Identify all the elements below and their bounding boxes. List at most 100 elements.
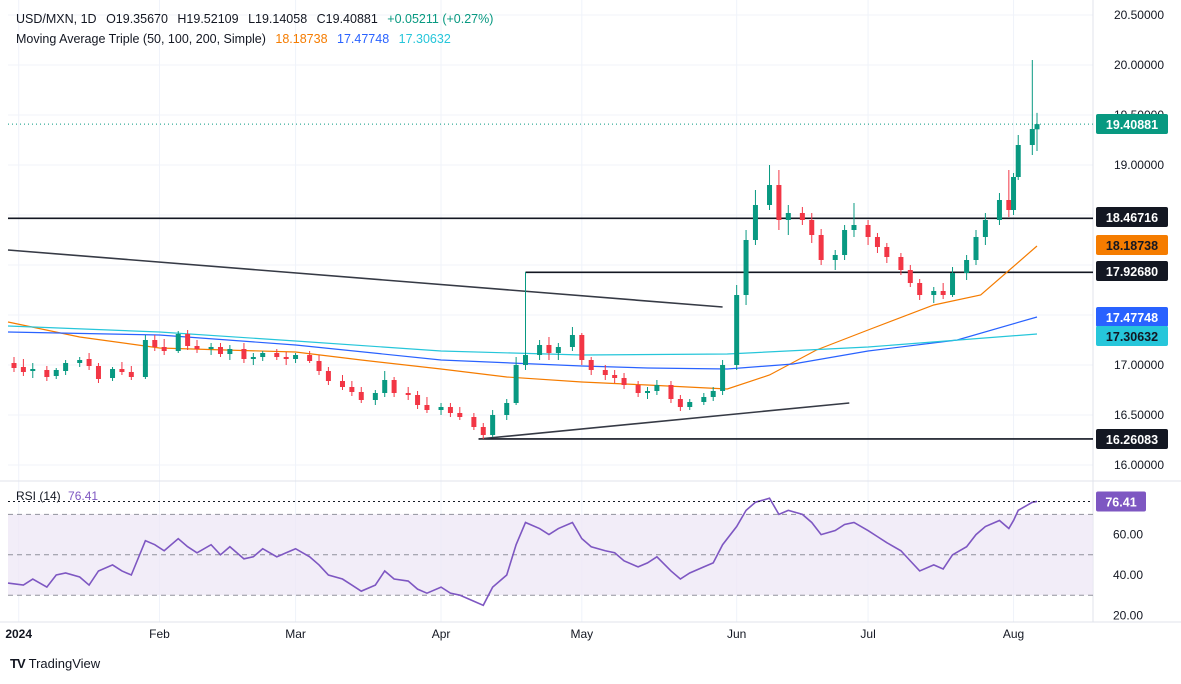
candle[interactable] (415, 391, 421, 409)
candle[interactable] (602, 365, 608, 380)
candle[interactable] (654, 380, 660, 395)
candle[interactable] (447, 403, 453, 417)
candle[interactable] (555, 343, 561, 360)
candle[interactable] (283, 352, 289, 365)
candle[interactable] (734, 285, 740, 370)
candle[interactable] (898, 253, 904, 275)
candle[interactable] (907, 265, 913, 287)
candle[interactable] (701, 393, 707, 405)
candle[interactable] (752, 190, 758, 245)
candle[interactable] (546, 337, 552, 360)
candle[interactable] (818, 229, 824, 265)
candle[interactable] (274, 349, 280, 360)
candle[interactable] (217, 343, 223, 357)
candle[interactable] (950, 267, 956, 297)
candle[interactable] (11, 357, 17, 372)
candle[interactable] (490, 410, 496, 437)
candle[interactable] (874, 233, 880, 253)
candle[interactable] (142, 335, 148, 379)
candle[interactable] (964, 255, 970, 280)
candle[interactable] (917, 279, 923, 300)
price-label-line[interactable]: 18.46716 (1096, 207, 1168, 227)
candle[interactable] (161, 339, 167, 355)
candle[interactable] (687, 399, 693, 410)
candle[interactable] (931, 287, 937, 303)
candle[interactable] (973, 230, 979, 265)
candle[interactable] (316, 355, 322, 375)
tradingview-brand[interactable]: TV TradingView (10, 656, 100, 671)
candle[interactable] (743, 230, 749, 305)
candle[interactable] (776, 170, 782, 230)
price-label-line[interactable]: 17.92680 (1096, 261, 1168, 281)
candle[interactable] (1029, 60, 1035, 155)
candle[interactable] (349, 381, 355, 396)
candle[interactable] (1034, 112, 1040, 151)
price-label-last[interactable]: 19.40881 (1096, 114, 1168, 134)
price-label-ma50[interactable]: 18.18738 (1096, 235, 1168, 255)
candle[interactable] (480, 423, 486, 439)
candle[interactable] (471, 413, 477, 430)
candle[interactable] (832, 250, 838, 270)
price-label-line[interactable]: 16.26083 (1096, 429, 1168, 449)
candle[interactable] (20, 359, 26, 376)
trendline-2[interactable] (478, 402, 850, 440)
candle[interactable] (358, 387, 364, 403)
rsi-line[interactable] (7, 497, 1038, 607)
price-label-ma100[interactable]: 17.47748 (1096, 307, 1168, 327)
candle[interactable] (569, 327, 575, 351)
candle[interactable] (1006, 170, 1012, 217)
candle[interactable] (621, 373, 627, 389)
candle[interactable] (884, 243, 890, 263)
horizontal-levels[interactable] (8, 217, 1093, 440)
candle[interactable] (372, 390, 378, 405)
candle[interactable] (842, 225, 848, 260)
candle[interactable] (996, 193, 1002, 225)
candle[interactable] (325, 367, 331, 385)
candle[interactable] (241, 343, 247, 363)
candle[interactable] (799, 207, 805, 225)
candle[interactable] (260, 351, 266, 361)
ma-100-line[interactable] (7, 316, 1038, 370)
candle[interactable] (504, 399, 510, 420)
candle[interactable] (588, 357, 594, 375)
candle[interactable] (44, 366, 50, 381)
price-axis[interactable]: 16.0000016.5000017.0000019.0000019.50000… (1096, 8, 1168, 622)
candle[interactable] (523, 272, 528, 370)
candle[interactable] (208, 343, 214, 355)
candle[interactable] (63, 360, 69, 375)
candle[interactable] (339, 375, 345, 390)
candle[interactable] (405, 387, 411, 400)
candle[interactable] (438, 403, 444, 415)
candle[interactable] (382, 371, 388, 397)
candle[interactable] (128, 366, 134, 380)
candle[interactable] (668, 381, 674, 403)
candle[interactable] (250, 353, 256, 365)
candle[interactable] (785, 205, 791, 235)
candle[interactable] (424, 397, 430, 413)
candle[interactable] (710, 387, 716, 401)
candle[interactable] (677, 395, 683, 411)
candle[interactable] (982, 213, 988, 245)
ma-50-line[interactable] (7, 245, 1038, 390)
time-axis[interactable]: 2024 Feb Mar Apr May Jun Jul Aug (5, 627, 1024, 641)
candle[interactable] (307, 351, 313, 363)
candle[interactable] (227, 345, 233, 360)
symbol-label[interactable]: USD/MXN, 1D (16, 12, 97, 26)
candle[interactable] (30, 363, 36, 378)
candle[interactable] (1011, 173, 1017, 215)
candle[interactable] (152, 335, 158, 351)
candle[interactable] (865, 220, 871, 245)
rsi-label[interactable]: RSI (14) (16, 489, 61, 503)
candle[interactable] (293, 353, 299, 363)
rsi-label[interactable]: 76.41 (1096, 491, 1146, 512)
price-label-ma200[interactable]: 17.30632 (1096, 326, 1168, 346)
trendline-1[interactable] (7, 249, 723, 308)
candle[interactable] (119, 362, 125, 375)
candle[interactable] (185, 330, 191, 350)
candle[interactable] (851, 203, 857, 237)
candle[interactable] (110, 367, 116, 381)
candle[interactable] (720, 360, 726, 395)
candle[interactable] (635, 381, 641, 397)
candle[interactable] (645, 387, 651, 399)
